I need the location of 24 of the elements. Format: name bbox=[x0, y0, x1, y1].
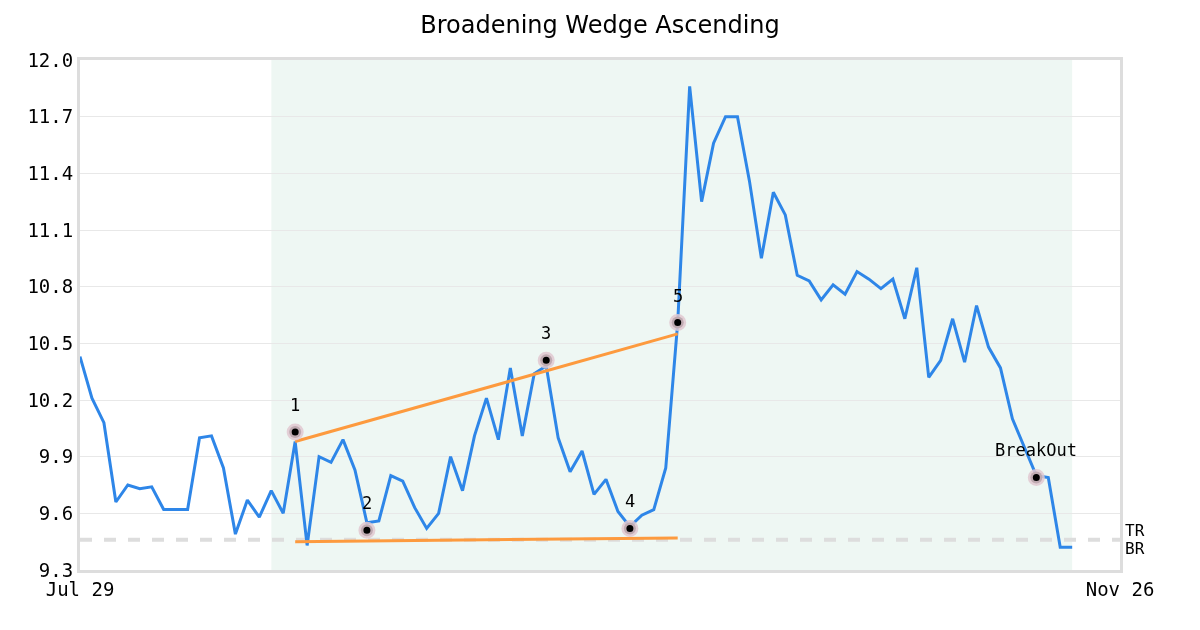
text: BR bbox=[1125, 539, 1145, 558]
line-series bbox=[80, 84, 1074, 549]
y-tick-label: 11.4 bbox=[27, 161, 74, 184]
series-label: 2 bbox=[362, 493, 373, 513]
y-tick-label: 9.9 bbox=[38, 445, 74, 468]
point bbox=[537, 351, 555, 369]
point bbox=[358, 521, 376, 539]
y-tick-label: 10.5 bbox=[27, 331, 74, 354]
y-tick-label: 11.1 bbox=[27, 218, 74, 241]
point bbox=[669, 314, 687, 332]
series-label: 4 bbox=[625, 491, 636, 511]
ref-line-label: TR bbox=[1125, 521, 1145, 540]
y-tick-label: 11.7 bbox=[27, 105, 74, 128]
y-tick-label: 12.0 bbox=[27, 48, 74, 71]
point bbox=[1027, 468, 1045, 486]
y-tick-label: 10.2 bbox=[27, 388, 74, 411]
chart-title: Broadening Wedge Ascending bbox=[420, 10, 780, 39]
series-label: 1 bbox=[290, 395, 301, 415]
x-tick-label: Nov 26 bbox=[1085, 577, 1155, 600]
point bbox=[621, 519, 639, 537]
point bbox=[286, 423, 304, 441]
series-label: 3 bbox=[541, 323, 552, 343]
y-tick-label: 9.6 bbox=[38, 501, 74, 524]
y-tick-label: 10.8 bbox=[27, 275, 74, 298]
